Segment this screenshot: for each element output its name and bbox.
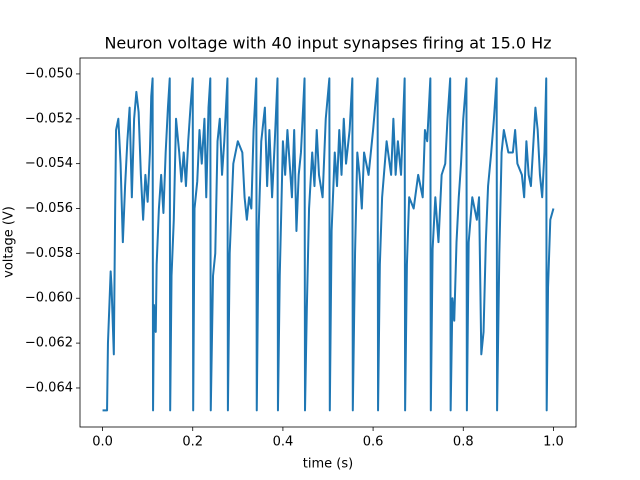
x-tick-label: 0.0: [92, 435, 113, 450]
voltage-line: [102, 77, 555, 412]
y-tick-label: −0.052: [25, 111, 73, 126]
y-tick-label: −0.054: [25, 156, 73, 171]
y-tick-label: −0.064: [25, 380, 73, 395]
y-axis-label: voltage (V): [2, 206, 17, 278]
x-tick-label: 0.2: [182, 435, 203, 450]
x-tick-label: 0.6: [363, 435, 384, 450]
y-tick-label: −0.062: [25, 336, 73, 351]
x-tick-label: 0.8: [453, 435, 474, 450]
x-tick-label: 1.0: [543, 435, 564, 450]
x-tick-label: 0.4: [273, 435, 294, 450]
y-tick-label: −0.060: [25, 291, 73, 306]
y-tick-label: −0.050: [25, 66, 73, 81]
y-tick-label: −0.056: [25, 201, 73, 216]
x-axis-label: time (s): [303, 457, 353, 472]
chart-title: Neuron voltage with 40 input synapses fi…: [104, 34, 551, 53]
plot-frame: [79, 57, 577, 428]
y-tick-label: −0.058: [25, 246, 73, 261]
